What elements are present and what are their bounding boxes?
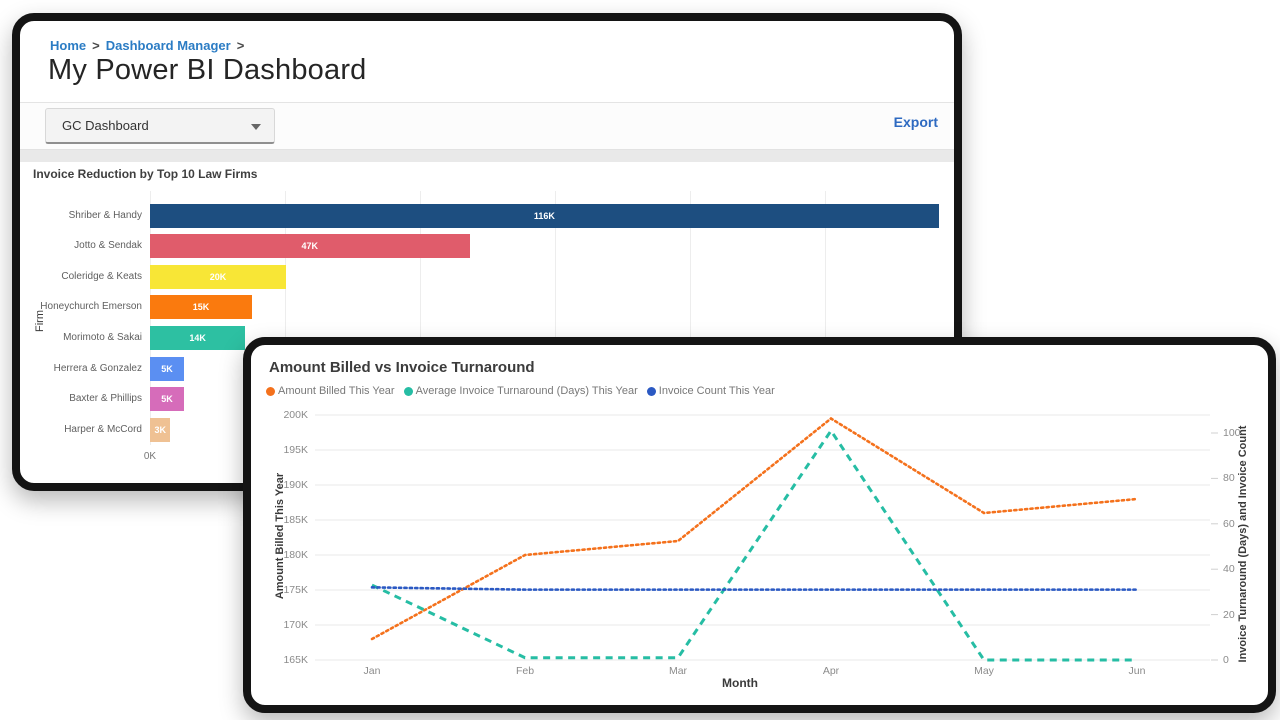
bar-value-label: 116K bbox=[533, 210, 555, 221]
section-divider bbox=[20, 150, 954, 162]
series-line-amount-billed-this-year bbox=[370, 416, 1139, 641]
x-axis-tick-label: Mar bbox=[668, 665, 688, 677]
bar-category-label: Harper & McCord bbox=[64, 424, 142, 436]
bar[interactable]: 14K bbox=[150, 326, 246, 351]
bar-value-label: 5K bbox=[161, 363, 173, 374]
toolbar: GC Dashboard Export bbox=[20, 102, 954, 150]
legend-label: Average Invoice Turnaround (Days) This Y… bbox=[415, 385, 638, 397]
bar[interactable]: 5K bbox=[150, 356, 184, 381]
right-axis-tick-label: 40 bbox=[1223, 563, 1235, 576]
left-axis-title: Amount Billed This Year bbox=[274, 472, 286, 600]
bar-chart: Firm 0K Shriber & Handy 116K Jotto & Senda… bbox=[20, 21, 954, 483]
left-axis-tick-label: 175K bbox=[283, 584, 308, 596]
bar-value-label: 3K bbox=[154, 425, 166, 436]
left-axis-tick-label: 200K bbox=[283, 409, 308, 421]
left-axis-tick-label: 195K bbox=[283, 444, 308, 456]
page-title: My Power BI Dashboard bbox=[48, 54, 367, 86]
x-axis-tick-label: Apr bbox=[822, 665, 840, 677]
left-axis-tick-label: 170K bbox=[283, 619, 308, 631]
bar[interactable]: 3K bbox=[150, 418, 171, 443]
bar-category-label: Morimoto & Sakai bbox=[63, 332, 142, 344]
legend-label: Invoice Count This Year bbox=[658, 385, 775, 397]
legend-label: Amount Billed This Year bbox=[278, 385, 395, 397]
line-chart-title: Amount Billed vs Invoice Turnaround bbox=[269, 359, 535, 376]
x-axis-title: Month bbox=[722, 676, 758, 690]
legend-item[interactable]: Amount Billed This Year bbox=[266, 385, 395, 397]
bar-chart-gridline bbox=[825, 191, 826, 445]
bar-chart-gridline bbox=[285, 191, 286, 445]
right-axis-tick-label: 60 bbox=[1223, 517, 1235, 530]
breadcrumb: Home > Dashboard Manager > bbox=[50, 38, 250, 53]
bar-category-label: Jotto & Sendak bbox=[74, 240, 142, 252]
left-axis-tick-label: 185K bbox=[283, 514, 308, 526]
bar-category-label: Herrera & Gonzalez bbox=[53, 362, 142, 374]
bar-chart-x-tick-label: 0K bbox=[143, 451, 157, 462]
bar-category-label: Shriber & Handy bbox=[68, 209, 142, 221]
series-line-invoice-count-this-year bbox=[370, 586, 1139, 591]
bar-value-label: 5K bbox=[161, 394, 173, 405]
x-axis-tick-label: Jan bbox=[363, 665, 381, 677]
bar-category-label: Baxter & Phillips bbox=[69, 393, 142, 405]
right-axis-title: Invoice Turnaround (Days) and Invoice Co… bbox=[1237, 425, 1249, 663]
bar[interactable]: 47K bbox=[150, 234, 470, 259]
right-axis-tick-label: 0 bbox=[1223, 654, 1229, 666]
legend-item[interactable]: Invoice Count This Year bbox=[646, 385, 775, 397]
x-axis-tick-label: Feb bbox=[515, 665, 535, 677]
right-axis-tick-label: 100 bbox=[1223, 427, 1241, 439]
breadcrumb-link-home[interactable]: Home bbox=[50, 38, 87, 53]
legend-dot-icon bbox=[266, 386, 275, 396]
chevron-down-icon bbox=[251, 124, 261, 130]
bar-value-label: 20K bbox=[209, 271, 227, 282]
x-axis-tick-label: Jun bbox=[1128, 665, 1146, 677]
legend-dot-icon bbox=[646, 386, 656, 396]
bar-value-label: 15K bbox=[192, 302, 210, 313]
breadcrumb-link-dashboard-manager[interactable]: Dashboard Manager bbox=[105, 38, 231, 53]
right-axis-tick-label: 80 bbox=[1223, 472, 1235, 485]
bar[interactable]: 20K bbox=[150, 264, 286, 289]
line-chart-window: Amount Billed vs Invoice Turnaround Amou… bbox=[243, 337, 1276, 713]
series-line-average-invoice-turnaround-days-this-year bbox=[371, 428, 1137, 662]
dashboard-select-value: GC Dashboard bbox=[62, 118, 149, 133]
export-button[interactable]: Export bbox=[893, 114, 938, 130]
line-chart-plot bbox=[315, 414, 1218, 662]
x-axis-tick-label: May bbox=[974, 665, 994, 677]
left-axis-tick-label: 165K bbox=[283, 654, 308, 666]
bar[interactable]: 116K bbox=[150, 203, 939, 228]
bar-chart-title: Invoice Reduction by Top 10 Law Firms bbox=[33, 167, 258, 181]
bar-category-label: Coleridge & Keats bbox=[61, 270, 142, 282]
legend: Amount Billed This Year Average Invoice T… bbox=[266, 385, 784, 397]
dashboard-select[interactable]: GC Dashboard bbox=[45, 108, 275, 144]
dashboard-window: Home > Dashboard Manager > My Power BI Dash… bbox=[12, 13, 962, 491]
right-axis-tick-label: 20 bbox=[1223, 608, 1235, 621]
breadcrumb-separator: > bbox=[92, 38, 100, 53]
left-axis-tick-label: 190K bbox=[283, 479, 308, 491]
bar-category-label: Honeychurch Emerson bbox=[40, 301, 142, 313]
bar-chart-gridline bbox=[555, 191, 556, 445]
bar[interactable]: 5K bbox=[150, 387, 184, 412]
bar-chart-gridline bbox=[690, 191, 691, 445]
left-axis-tick-label: 180K bbox=[283, 549, 308, 561]
breadcrumb-separator: > bbox=[236, 38, 245, 53]
legend-dot-icon bbox=[403, 386, 413, 396]
bar-chart-gridline bbox=[420, 191, 421, 445]
bar-value-label: 14K bbox=[189, 333, 206, 344]
bar[interactable]: 15K bbox=[150, 295, 252, 320]
bar-value-label: 47K bbox=[301, 241, 319, 252]
legend-item[interactable]: Average Invoice Turnaround (Days) This Y… bbox=[403, 385, 638, 397]
